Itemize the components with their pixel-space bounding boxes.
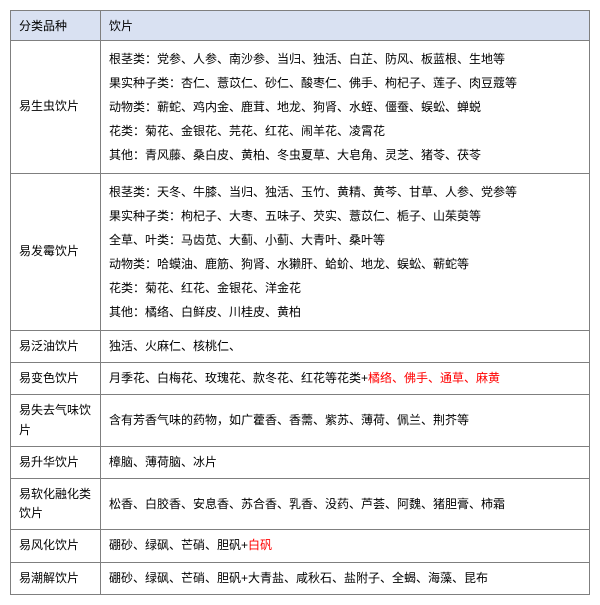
content-cell: 含有芳香气味的药物，如广藿香、香薷、紫苏、薄荷、佩兰、荆芥等 (101, 395, 590, 446)
content-cell: 硼砂、绿砜、芒硝、胆矾+白矾 (101, 530, 590, 562)
category-cell: 易生虫饮片 (11, 41, 101, 174)
category-cell: 易潮解饮片 (11, 562, 101, 594)
content-line: 果实种子类：杏仁、薏苡仁、砂仁、酸枣仁、佛手、枸杞子、莲子、肉豆蔻等 (109, 71, 581, 95)
table-body: 易生虫饮片 根茎类：党参、人参、南沙参、当归、独活、白芷、防风、板蓝根、生地等 … (11, 41, 590, 595)
table-row: 易风化饮片 硼砂、绿砜、芒硝、胆矾+白矾 (11, 530, 590, 562)
category-cell: 易升华饮片 (11, 446, 101, 478)
category-cell: 易变色饮片 (11, 363, 101, 395)
table-row: 易失去气味饮片 含有芳香气味的药物，如广藿香、香薷、紫苏、薄荷、佩兰、荆芥等 (11, 395, 590, 446)
header-category: 分类品种 (11, 11, 101, 41)
content-line: 根茎类：党参、人参、南沙参、当归、独活、白芷、防风、板蓝根、生地等 (109, 47, 581, 71)
medicine-table: 分类品种 饮片 易生虫饮片 根茎类：党参、人参、南沙参、当归、独活、白芷、防风、… (10, 10, 590, 595)
content-cell: 根茎类：天冬、牛膝、当归、独活、玉竹、黄精、黄芩、甘草、人参、党参等 果实种子类… (101, 174, 590, 331)
content-line: 动物类：哈蟆油、鹿筋、狗肾、水獭肝、蛤蚧、地龙、蜈蚣、蕲蛇等 (109, 252, 581, 276)
table-row: 易潮解饮片 硼砂、绿砜、芒硝、胆矾+大青盐、咸秋石、盐附子、全蝎、海藻、昆布 (11, 562, 590, 594)
content-black: 月季花、白梅花、玫瑰花、款冬花、红花等花类+ (109, 371, 368, 385)
content-line: 花类：菊花、金银花、芫花、红花、闹羊花、凌霄花 (109, 119, 581, 143)
table-row: 易升华饮片 樟脑、薄荷脑、冰片 (11, 446, 590, 478)
content-line: 其他：橘络、白鲜皮、川桂皮、黄柏 (109, 300, 581, 324)
content-red: 白矾 (248, 538, 272, 552)
content-line: 根茎类：天冬、牛膝、当归、独活、玉竹、黄精、黄芩、甘草、人参、党参等 (109, 180, 581, 204)
content-line: 动物类：蕲蛇、鸡内金、鹿茸、地龙、狗肾、水蛭、僵蚕、蜈蚣、蝉蜕 (109, 95, 581, 119)
content-cell: 樟脑、薄荷脑、冰片 (101, 446, 590, 478)
table-row: 易生虫饮片 根茎类：党参、人参、南沙参、当归、独活、白芷、防风、板蓝根、生地等 … (11, 41, 590, 174)
content-line: 全草、叶类：马齿苋、大蓟、小蓟、大青叶、桑叶等 (109, 228, 581, 252)
table-row: 易软化融化类饮片 松香、白胶香、安息香、苏合香、乳香、没药、芦荟、阿魏、猪胆膏、… (11, 478, 590, 529)
category-cell: 易发霉饮片 (11, 174, 101, 331)
category-cell: 易失去气味饮片 (11, 395, 101, 446)
content-line: 果实种子类：枸杞子、大枣、五味子、芡实、薏苡仁、栀子、山茱萸等 (109, 204, 581, 228)
table-header-row: 分类品种 饮片 (11, 11, 590, 41)
header-pieces: 饮片 (101, 11, 590, 41)
table-row: 易变色饮片 月季花、白梅花、玫瑰花、款冬花、红花等花类+橘络、佛手、通草、麻黄 (11, 363, 590, 395)
category-cell: 易泛油饮片 (11, 331, 101, 363)
content-cell: 松香、白胶香、安息香、苏合香、乳香、没药、芦荟、阿魏、猪胆膏、柿霜 (101, 478, 590, 529)
content-red: 橘络、佛手、通草、麻黄 (368, 371, 500, 385)
content-line: 花类：菊花、红花、金银花、洋金花 (109, 276, 581, 300)
content-line: 其他：青风藤、桑白皮、黄柏、冬虫夏草、大皂角、灵芝、猪苓、茯苓 (109, 143, 581, 167)
content-cell: 硼砂、绿砜、芒硝、胆矾+大青盐、咸秋石、盐附子、全蝎、海藻、昆布 (101, 562, 590, 594)
content-cell: 根茎类：党参、人参、南沙参、当归、独活、白芷、防风、板蓝根、生地等 果实种子类：… (101, 41, 590, 174)
table-row: 易泛油饮片 独活、火麻仁、核桃仁、 (11, 331, 590, 363)
category-cell: 易软化融化类饮片 (11, 478, 101, 529)
content-black: 硼砂、绿砜、芒硝、胆矾+ (109, 538, 248, 552)
category-cell: 易风化饮片 (11, 530, 101, 562)
content-cell: 月季花、白梅花、玫瑰花、款冬花、红花等花类+橘络、佛手、通草、麻黄 (101, 363, 590, 395)
table-row: 易发霉饮片 根茎类：天冬、牛膝、当归、独活、玉竹、黄精、黄芩、甘草、人参、党参等… (11, 174, 590, 331)
content-cell: 独活、火麻仁、核桃仁、 (101, 331, 590, 363)
